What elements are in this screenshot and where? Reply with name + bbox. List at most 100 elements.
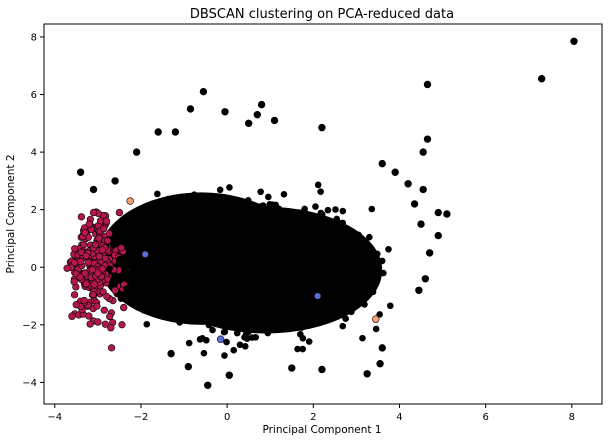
noise-point (304, 265, 311, 272)
noise-point (233, 251, 241, 258)
noise-point (237, 207, 245, 214)
data-point (115, 208, 124, 217)
noise-point (190, 286, 197, 293)
noise-point (117, 244, 125, 252)
noise-point (278, 269, 285, 277)
noise-point (176, 319, 183, 326)
noise-point (80, 296, 88, 305)
noise-point (160, 310, 167, 317)
noise-point (323, 306, 331, 314)
data-point (410, 200, 419, 208)
noise-point (190, 304, 198, 311)
noise-point (247, 228, 255, 235)
noise-point (209, 211, 217, 218)
y-axis-label: Principal Component 2 (5, 154, 17, 273)
noise-point (254, 258, 261, 266)
noise-point (367, 265, 374, 272)
data-point (89, 185, 98, 194)
noise-point (309, 309, 317, 317)
noise-point (143, 239, 151, 246)
noise-point (239, 218, 247, 226)
noise-point (380, 269, 387, 277)
noise-point (171, 300, 178, 308)
noise-point (82, 252, 90, 260)
data-point (76, 257, 85, 266)
noise-point (338, 301, 346, 309)
noise-point (316, 302, 323, 310)
noise-point (322, 232, 329, 239)
data-point (225, 371, 233, 379)
noise-point (332, 206, 339, 213)
data-point (171, 128, 180, 136)
noise-point (187, 256, 195, 263)
noise-point (307, 259, 314, 266)
noise-point (201, 235, 208, 242)
noise-point (258, 291, 266, 299)
noise-point (88, 265, 96, 274)
y-tick-label: −2 (22, 320, 37, 331)
noise-point (256, 312, 263, 320)
noise-point (291, 213, 299, 221)
data-point (423, 135, 432, 143)
noise-point (324, 206, 332, 214)
noise-point (283, 296, 291, 304)
noise-point (89, 290, 97, 299)
noise-point (212, 263, 219, 271)
noise-point (183, 209, 191, 217)
data-point (107, 324, 115, 332)
noise-point (156, 304, 164, 312)
noise-point (279, 243, 287, 250)
noise-point (284, 264, 291, 272)
noise-point (266, 273, 273, 280)
noise-point (227, 293, 235, 300)
noise-point (298, 239, 306, 247)
data-point (68, 312, 76, 320)
noise-point (244, 314, 252, 321)
data-point (85, 220, 93, 228)
noise-point (250, 262, 257, 270)
noise-point (282, 251, 290, 259)
noise-point (216, 186, 224, 194)
noise-point (299, 220, 307, 228)
noise-point (262, 256, 269, 263)
data-point (419, 185, 427, 194)
noise-point (346, 277, 354, 284)
y-tick-label: 4 (31, 148, 37, 159)
data-point (244, 119, 253, 128)
noise-point (219, 301, 227, 308)
noise-point (338, 270, 346, 278)
noise-point (244, 197, 252, 204)
noise-point (63, 264, 71, 272)
noise-point (221, 193, 228, 201)
noise-point (297, 226, 305, 234)
noise-point (305, 338, 313, 345)
data-point (167, 349, 175, 358)
noise-point (118, 321, 126, 329)
noise-point (224, 245, 232, 253)
noise-point (181, 216, 189, 223)
noise-point (163, 304, 170, 312)
noise-point (101, 320, 109, 328)
noise-point (103, 292, 111, 301)
noise-point (271, 261, 278, 269)
noise-point (296, 311, 303, 318)
noise-point (283, 275, 291, 282)
noise-point (296, 273, 303, 281)
noise-point (336, 224, 343, 231)
noise-point (347, 272, 355, 279)
noise-point (171, 240, 179, 248)
noise-point (106, 265, 113, 273)
noise-point (209, 243, 217, 251)
noise-point (275, 313, 283, 321)
noise-point (226, 184, 233, 191)
noise-point (284, 218, 292, 226)
data-point (404, 180, 412, 188)
noise-point (332, 302, 340, 309)
noise-point (210, 299, 217, 306)
noise-point (93, 302, 101, 310)
noise-point (348, 308, 355, 316)
noise-point (90, 280, 98, 288)
noise-point (327, 283, 334, 290)
noise-point (352, 258, 359, 266)
noise-point (237, 213, 244, 221)
